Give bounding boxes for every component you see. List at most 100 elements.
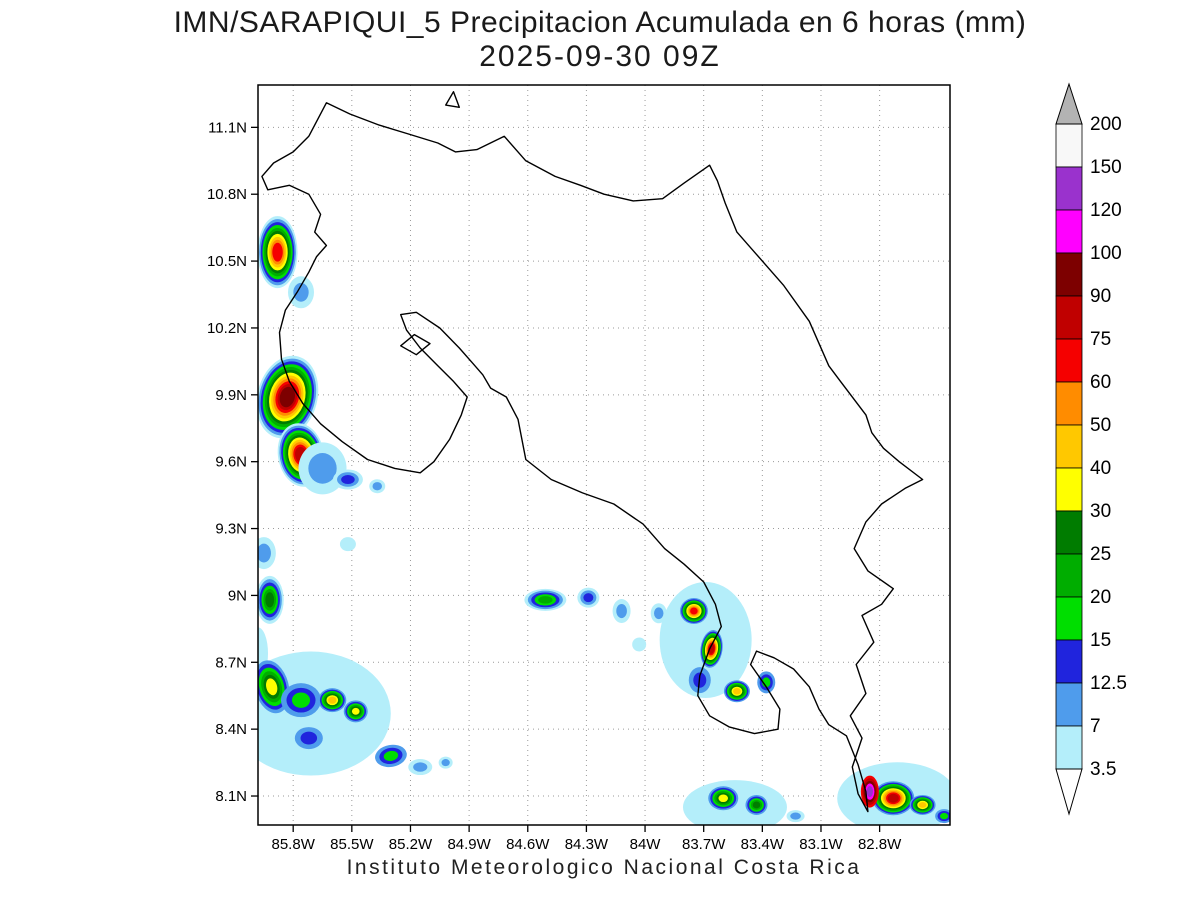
- y-tick-label: 8.7N: [215, 654, 247, 671]
- colorbar-label: 150: [1090, 157, 1122, 178]
- colorbar-label: 30: [1090, 501, 1111, 522]
- precip-cell: [288, 276, 315, 309]
- x-tick-label: 83.7W: [682, 836, 726, 853]
- x-tick-label: 85.8W: [272, 836, 316, 853]
- precip-cell: [745, 794, 768, 815]
- precip-cell: [786, 810, 805, 823]
- colorbar-segment: [1055, 596, 1083, 641]
- colorbar-segment: [1055, 725, 1083, 770]
- x-tick-label: 85.5W: [330, 836, 374, 853]
- y-tick-label: 9N: [228, 587, 247, 604]
- precip-cell: [679, 598, 708, 625]
- colorbar-segment: [1055, 682, 1083, 727]
- y-tick-label: 8.1N: [215, 788, 247, 805]
- precip-cell: [935, 809, 950, 824]
- page-subtitle: 2025-09-30 09Z: [479, 40, 721, 73]
- precip-cell: [612, 599, 631, 624]
- precip-cell: [318, 688, 347, 713]
- precip-cell: [294, 727, 323, 750]
- colorbar-label: 200: [1090, 114, 1122, 135]
- precip-cell: [650, 603, 667, 624]
- colorbar-segment: [1055, 424, 1083, 469]
- colorbar-segment: [1055, 295, 1083, 340]
- precip-cell: [682, 780, 787, 825]
- colorbar-label: 120: [1090, 200, 1122, 221]
- precip-cell: [577, 587, 600, 608]
- precip-cell: [723, 680, 750, 703]
- precip-cell: [757, 671, 776, 694]
- colorbar: 200 150 120 100 90 75 60 50 40 30 25 20 15 12.5 7 3.5: [1055, 82, 1127, 816]
- colorbar-segment: [1055, 381, 1083, 426]
- colorbar-label: 12.5: [1090, 673, 1127, 694]
- colorbar-label: 75: [1090, 329, 1111, 350]
- precip-cell: [339, 537, 356, 552]
- y-tick-label: 11.1N: [208, 119, 247, 136]
- precip-cell: [332, 469, 363, 490]
- y-tick-label: 10.5N: [207, 253, 247, 270]
- y-tick-label: 9.3N: [215, 521, 247, 538]
- precip-cell: [258, 216, 298, 289]
- colorbar-label: 3.5: [1090, 759, 1116, 780]
- x-tick-label: 85.2W: [389, 836, 433, 853]
- footer-caption: Instituto Meteorologico Nacional Costa R…: [346, 856, 862, 879]
- colorbar-segment: [1055, 553, 1083, 598]
- x-tick-label: 84.6W: [506, 836, 550, 853]
- colorbar-segment: [1055, 252, 1083, 297]
- coastline-path: [261, 102, 924, 813]
- island-outline: [400, 333, 431, 356]
- precip-cell: [258, 660, 290, 714]
- page-title: IMN/SARAPIQUI_5 Precipitacion Acumulada …: [173, 6, 1027, 39]
- precip-cell: [369, 479, 386, 494]
- axis-labels: 11.1N 10.8N 10.5N 10.2N 9.9N 9.6N 9.3N 9N 8.7N 8.…: [207, 119, 902, 853]
- colorbar-segment: [1055, 338, 1083, 383]
- y-tick-label: 10.2N: [207, 320, 247, 337]
- colorbar-segment: [1055, 510, 1083, 555]
- colorbar-label: 15: [1090, 630, 1111, 651]
- precip-cell: [375, 744, 407, 768]
- precip-cell: [909, 794, 936, 815]
- colorbar-label: 40: [1090, 458, 1111, 479]
- precip-cell: [438, 756, 453, 769]
- precipitation-shading: [258, 216, 950, 825]
- colorbar-label: 7: [1090, 716, 1101, 737]
- y-tick-label: 8.4N: [215, 721, 247, 738]
- colorbar-label: 20: [1090, 587, 1111, 608]
- plot-border: [257, 84, 951, 826]
- precip-cell: [343, 700, 368, 723]
- precip-cell: [258, 355, 319, 439]
- colorbar-segment: [1055, 166, 1083, 211]
- colorbar-label: 50: [1090, 415, 1111, 436]
- colorbar-label: 25: [1090, 544, 1111, 565]
- x-tick-label: 83.1W: [799, 836, 843, 853]
- colorbar-label: 100: [1090, 243, 1122, 264]
- colorbar-label: 90: [1090, 286, 1111, 307]
- precip-cell: [872, 781, 915, 816]
- x-tick-label: 84.9W: [447, 836, 491, 853]
- precip-cell: [408, 759, 433, 776]
- colorbar-segment: [1055, 123, 1083, 168]
- colorbar-arrow-bottom: [1055, 768, 1083, 816]
- x-tick-label: 83.4W: [741, 836, 785, 853]
- precip-cell: [258, 537, 276, 570]
- colorbar-label: 60: [1090, 372, 1111, 393]
- y-tick-label: 9.6N: [215, 454, 247, 471]
- x-tick-label: 82.8W: [858, 836, 902, 853]
- precip-cell: [281, 683, 322, 718]
- precip-cell: [632, 637, 647, 652]
- precip-cell: [258, 651, 391, 776]
- colorbar-segment: [1055, 467, 1083, 512]
- colorbar-segment: [1055, 639, 1083, 684]
- island-outline: [445, 91, 460, 108]
- x-tick-label: 84W: [630, 836, 662, 853]
- axis-ticks: [251, 126, 881, 832]
- colorbar-arrow-top: [1055, 82, 1083, 125]
- y-tick-label: 10.8N: [207, 186, 247, 203]
- x-tick-label: 84.3W: [565, 836, 609, 853]
- precip-cell: [524, 588, 567, 611]
- colorbar-segment: [1055, 209, 1083, 254]
- coastline-group: [261, 91, 924, 813]
- precip-cell: [258, 575, 284, 624]
- precip-cell: [708, 786, 739, 811]
